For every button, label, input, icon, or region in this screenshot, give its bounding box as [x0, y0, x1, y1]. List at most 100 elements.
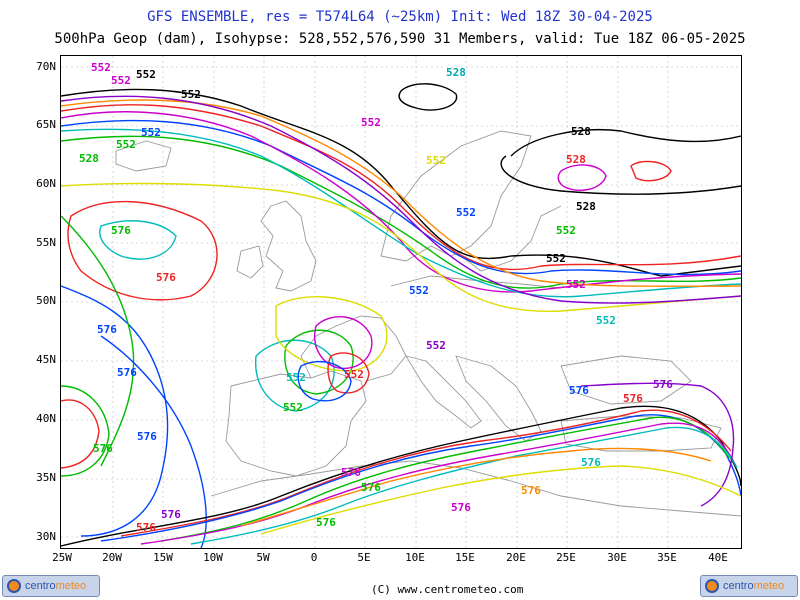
- isohypse-552-north: [60, 88, 742, 277]
- contour-label-552-green: 552: [556, 224, 576, 237]
- contour-label-528-cyan: 528: [446, 66, 466, 79]
- contour-label-552-yellow: 552: [426, 154, 446, 167]
- isohypse-528-cold-core: [398, 83, 458, 111]
- contour-label-552-magenta: 552: [566, 278, 586, 291]
- isohypse-528-magenta: [557, 164, 607, 192]
- lat-label-70n: 70N: [36, 60, 56, 73]
- isohypse-576-blue-west: [60, 285, 169, 537]
- isohypse-528-red: [630, 160, 672, 182]
- isohypse-576-ring-green: [60, 385, 110, 477]
- contour-label-576-cyan: 576: [581, 456, 601, 469]
- contour-label-528-black: 528: [571, 125, 591, 138]
- coast-britain: [260, 200, 317, 292]
- isohypse-576-south-purple: [580, 382, 735, 507]
- lon-label-20w: 20W: [102, 551, 122, 564]
- isohypse-552-red: [60, 104, 742, 271]
- cutoff-low-yellow: [275, 296, 388, 372]
- contour-label-576-blue: 576: [117, 366, 137, 379]
- contour-label-552-magenta: 552: [91, 61, 111, 74]
- contour-label-552-black: 552: [136, 68, 156, 81]
- coast-turkey: [560, 415, 722, 452]
- coast-balkans: [455, 355, 542, 442]
- contour-label-552-blue: 552: [456, 206, 476, 219]
- contour-label-576-magenta: 576: [341, 466, 361, 479]
- contour-label-552-magenta: 552: [426, 339, 446, 352]
- lon-label-35e: 35E: [657, 551, 677, 564]
- isohypse-528-ring: [500, 155, 742, 195]
- contour-label-576-orange: 576: [521, 484, 541, 497]
- contour-label-576-purple: 576: [161, 508, 181, 521]
- lon-label-5e: 5E: [357, 551, 371, 564]
- contour-label-576-green: 576: [316, 516, 336, 529]
- isohypse-576-cyan-low: [99, 220, 177, 260]
- isohypse-576-south-orange: [240, 447, 712, 527]
- contour-label-552-blue: 552: [409, 284, 429, 297]
- globe-icon: [7, 579, 21, 593]
- globe-icon: [705, 579, 719, 593]
- lon-label-0: 0: [310, 551, 318, 564]
- contour-label-576-red: 576: [156, 271, 176, 284]
- contour-label-552-cyan: 552: [596, 314, 616, 327]
- coast-black-sea: [560, 355, 692, 405]
- isohypse-576-south-yellow: [260, 465, 742, 535]
- lat-label-65n: 65N: [36, 118, 56, 131]
- coast-scandinavia: [380, 130, 532, 262]
- lat-label-45n: 45N: [36, 353, 56, 366]
- map-subtitle: 500hPa Geop (dam), Isohypse: 528,552,576…: [54, 31, 746, 47]
- lon-label-10w: 10W: [203, 551, 223, 564]
- contour-label-552-magenta: 552: [111, 74, 131, 87]
- isohypse-576-south-green: [160, 416, 730, 542]
- isohypse-552-magenta: [60, 111, 742, 293]
- contour-label-576-green: 576: [361, 481, 381, 494]
- logo-text-centro: centro: [25, 580, 56, 592]
- lat-label-50n: 50N: [36, 294, 56, 307]
- lon-label-20e: 20E: [506, 551, 526, 564]
- cutoff-low-blue: [297, 360, 352, 402]
- cutoff-low-magenta: [314, 316, 373, 370]
- copyright-text: (C) www.centrometeo.com: [371, 583, 524, 596]
- lat-label-35n: 35N: [36, 471, 56, 484]
- lon-label-5w: 5W: [256, 551, 270, 564]
- coast-iberia: [225, 370, 367, 477]
- contour-label-552-green: 552: [283, 401, 303, 414]
- lon-label-15e: 15E: [455, 551, 475, 564]
- contour-label-552-black: 552: [181, 88, 201, 101]
- coast-north-africa: [210, 460, 742, 517]
- lon-label-25e: 25E: [556, 551, 576, 564]
- geopotential-map: 552 552 552 552 552 552 552 552 552 552 …: [60, 55, 742, 596]
- coast-italy: [405, 355, 482, 429]
- isohypse-lines: [60, 83, 742, 549]
- coastlines: [115, 130, 742, 517]
- contour-label-552-black: 552: [546, 252, 566, 265]
- contour-label-552-cyan: 552: [286, 371, 306, 384]
- contour-label-552-green: 552: [116, 138, 136, 151]
- logo-text-centro: centro: [723, 580, 754, 592]
- lat-label-30n: 30N: [36, 530, 56, 543]
- isohypse-576-south-red: [120, 409, 732, 537]
- coast-germany-poland: [390, 275, 562, 289]
- lat-label-60n: 60N: [36, 177, 56, 190]
- isohypse-576-south-cyan: [190, 426, 738, 545]
- isohypse-552-yellow: [60, 182, 742, 313]
- contour-label-576-blue: 576: [569, 384, 589, 397]
- contour-labels: 552 552 552 552 552 552 552 552 552 552 …: [79, 61, 673, 534]
- lon-label-30e: 30E: [607, 551, 627, 564]
- contour-label-576-green: 576: [93, 442, 113, 455]
- isohypse-552-green: [60, 135, 742, 289]
- isohypse-576-green-west: [60, 215, 135, 467]
- lat-label-40n: 40N: [36, 412, 56, 425]
- centrometeo-logo-right[interactable]: centro meteo: [700, 575, 798, 597]
- lon-label-10e: 10E: [405, 551, 425, 564]
- isohypse-576-south-magenta: [140, 422, 737, 545]
- map-title: GFS ENSEMBLE, res = T574L64 (~25km) Init…: [147, 9, 653, 25]
- contour-label-576-red: 576: [623, 392, 643, 405]
- isohypse-528-black: [510, 129, 742, 157]
- contour-label-576-magenta: 576: [451, 501, 471, 514]
- contour-label-576-green: 576: [111, 224, 131, 237]
- logo-text-meteo: meteo: [55, 580, 87, 592]
- coast-ireland: [236, 245, 264, 279]
- lat-label-55n: 55N: [36, 236, 56, 249]
- contour-label-576-red: 576: [136, 521, 156, 534]
- centrometeo-logo-left[interactable]: centro meteo: [2, 575, 100, 597]
- logo-text-meteo: meteo: [753, 580, 785, 592]
